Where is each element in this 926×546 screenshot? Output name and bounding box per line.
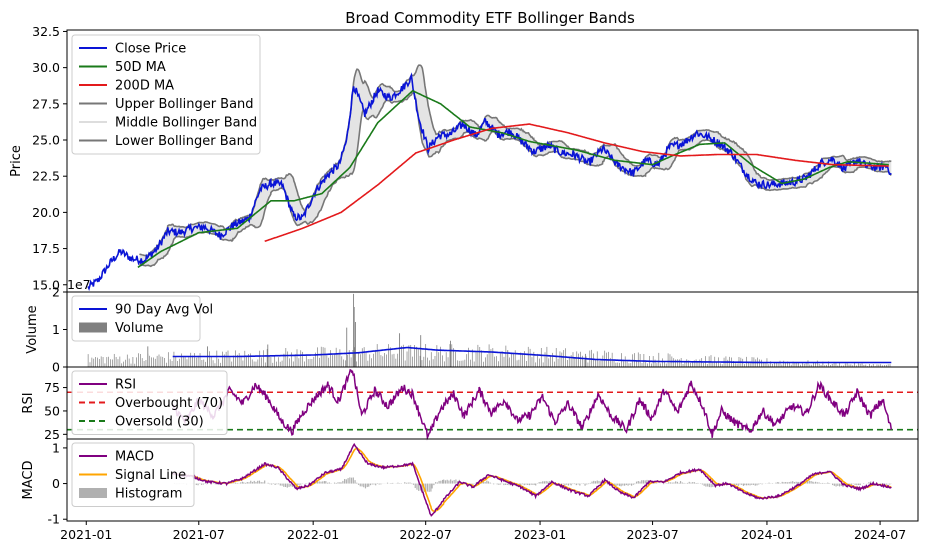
lower-bollinger-line — [139, 91, 892, 268]
signal-line — [172, 447, 892, 513]
macd-line — [172, 442, 892, 517]
macd-legend-swatch — [79, 488, 107, 498]
y-axis-title: Volume — [25, 305, 40, 353]
price-panel: 15.0 17.5 20.0 22.5 25.0 27.5 30.0 32.5 Price Clo… — [9, 24, 919, 293]
rsi-ytick-label: 25 — [44, 427, 60, 442]
chart-title: Broad Commodity ETF Bollinger Bands — [345, 9, 635, 27]
price-legend-label: Upper Bollinger Band — [115, 97, 254, 112]
macd-frame — [66, 438, 919, 522]
rsi-legend-label: RSI — [115, 378, 136, 393]
macd-legend-label: Signal Line — [115, 468, 186, 483]
y-axis-title: MACD — [21, 461, 36, 500]
volume-ytick-label: 0 — [52, 360, 60, 375]
macd-ytick-label: 0 — [52, 476, 60, 491]
volume-legend-swatch — [79, 322, 107, 333]
x-tick-label: 2021-01 — [60, 527, 112, 542]
price-ytick-label: 22.5 — [32, 169, 60, 184]
rsi-legend-box — [71, 370, 228, 435]
volume-offset-label: 1e7 — [67, 277, 91, 292]
rsi-line — [172, 368, 893, 441]
volume-legend-label: Volume — [115, 321, 163, 336]
price-legend-box — [71, 34, 261, 155]
price-ytick-label: 30.0 — [32, 60, 60, 75]
x-tick-label: 2022-01 — [287, 527, 339, 542]
x-tick-label: 2024-07 — [854, 527, 906, 542]
price-legend-label: Close Price — [115, 42, 186, 57]
y-axis-title: RSI — [21, 392, 36, 413]
rsi-ytick-label: 50 — [44, 403, 60, 418]
x-tick-label: 2021-07 — [173, 527, 225, 542]
volume-ytick-label: 1 — [52, 322, 60, 337]
price-legend-label: 50D MA — [115, 60, 166, 75]
price-ytick-label: 15.0 — [32, 277, 60, 292]
volume-panel: 0 1 2 Volume 1e7 90 Day Avg Vol Volume — [25, 277, 919, 375]
price-legend-label: Middle Bollinger Band — [115, 116, 257, 131]
price-ytick-label: 27.5 — [32, 96, 60, 111]
price-legend-label: 200D MA — [115, 79, 174, 94]
macd-ytick-label: 1 — [52, 440, 60, 455]
rsi-panel: 25 50 75 RSI RSI Overbought (70) Oversold (30) — [21, 366, 919, 442]
price-ytick-label: 17.5 — [32, 241, 60, 256]
price-ytick-label: 20.0 — [32, 205, 60, 220]
y-axis-title: Price — [9, 145, 24, 177]
volume-avg-line — [172, 346, 892, 364]
x-tick-label: 2022-07 — [400, 527, 452, 542]
x-axis: 2021-01 2021-07 2022-01 2022-07 2023-01 2023-… — [60, 521, 906, 542]
upper-bollinger-line — [139, 64, 892, 257]
x-tick-label: 2023-07 — [626, 527, 678, 542]
rsi-legend-label: Oversold (30) — [115, 415, 204, 430]
x-tick-label: 2023-01 — [514, 527, 566, 542]
macd-panel: -1 0 1 MACD MACD Signal Line Histogram — [21, 438, 919, 527]
ma200-line — [264, 123, 889, 243]
macd-legend-label: MACD — [115, 450, 154, 465]
volume-legend-label: 90 Day Avg Vol — [115, 303, 213, 318]
macd-legend-label: Histogram — [115, 487, 182, 502]
rsi-legend-label: Overbought (70) — [115, 396, 223, 411]
volume-ytick-label: 2 — [52, 285, 60, 300]
x-tick-label: 2024-01 — [741, 527, 793, 542]
ma50-line — [137, 89, 889, 269]
macd-ytick-label: -1 — [48, 512, 60, 527]
price-legend-label: Lower Bollinger Band — [115, 134, 253, 149]
close-price-line — [87, 72, 892, 292]
price-ytick-label: 25.0 — [32, 133, 60, 148]
rsi-ytick-label: 75 — [44, 380, 60, 395]
price-ytick-label: 32.5 — [32, 24, 60, 39]
